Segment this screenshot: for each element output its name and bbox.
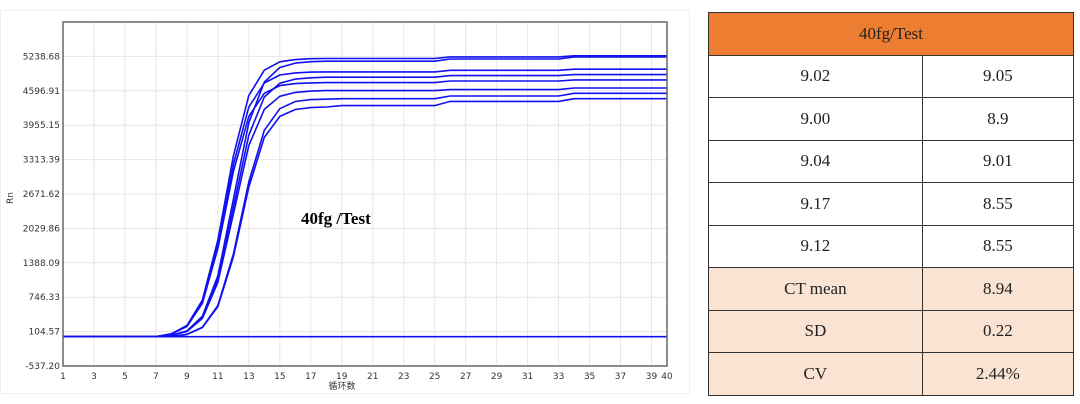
- table-cell: 9.00: [708, 97, 923, 141]
- x-tick-label: 29: [491, 372, 503, 382]
- table-cell: 9.12: [708, 224, 923, 268]
- table-row: 9.17 8.55: [708, 182, 1075, 226]
- table-cell: 9.17: [708, 182, 923, 226]
- x-tick-label: 7: [153, 372, 159, 382]
- x-tick-label: 5: [122, 372, 128, 382]
- amplification-chart-panel: 1 3 5 7 9 11 13 15 17 19 21 23 25 27 29 31 33 35 37 39 40 -5…: [0, 10, 690, 394]
- stat-label: CV: [708, 352, 923, 396]
- y-tick-label: 5238.68: [23, 52, 60, 62]
- x-axis-label: 循环数: [328, 380, 355, 392]
- table-row: 9.00 8.9: [708, 97, 1075, 141]
- x-tick-label: 3: [91, 372, 97, 382]
- x-tick-label: 21: [367, 372, 378, 382]
- y-tick-label: 3955.15: [23, 121, 60, 131]
- y-tick-label: 4596.91: [23, 87, 60, 97]
- amplification-curve-8: [63, 68, 667, 338]
- x-tick-label: 35: [584, 372, 595, 382]
- x-tick-label: 31: [522, 372, 533, 382]
- x-tick-label: 33: [553, 372, 564, 382]
- stat-label: CT mean: [708, 267, 923, 311]
- table-cell: 8.55: [921, 182, 1075, 226]
- stat-label: SD: [708, 309, 923, 353]
- stat-row-cv: CV 2.44%: [708, 352, 1075, 396]
- x-tick-label: 27: [460, 372, 471, 382]
- x-tick-label: 15: [274, 372, 285, 382]
- stat-row-sd: SD 0.22: [708, 309, 1075, 353]
- x-tick-label: 17: [305, 372, 316, 382]
- x-tick-label: 39: [646, 372, 658, 382]
- chart-annotation: 40fg /Test: [301, 209, 371, 228]
- stat-value: 8.94: [921, 267, 1075, 311]
- x-tick-label: 25: [429, 372, 440, 382]
- table-row: 9.12 8.55: [708, 224, 1075, 268]
- table-header: 40fg/Test: [708, 12, 1074, 56]
- table-cell: 8.55: [921, 224, 1075, 268]
- stat-value: 2.44%: [921, 352, 1075, 396]
- y-axis-label: Rn: [6, 192, 16, 204]
- table-cell: 9.04: [708, 139, 923, 183]
- x-tick-label: 1: [60, 372, 66, 382]
- table-cell: 9.01: [921, 139, 1075, 183]
- y-tick-label: 3313.39: [23, 156, 60, 166]
- grid: [62, 22, 668, 367]
- y-axis-ticks: -537.20 104.57 746.33 1388.09 2029.86 2671.62…: [23, 52, 60, 372]
- x-tick-label: 11: [212, 372, 223, 382]
- y-tick-label: -537.20: [25, 362, 60, 372]
- y-tick-label: 2029.86: [23, 224, 60, 234]
- y-tick-label: 746.33: [29, 293, 61, 303]
- x-tick-label: 23: [398, 372, 409, 382]
- table-row: 9.02 9.05: [708, 54, 1075, 98]
- table-cell: 9.05: [921, 54, 1075, 98]
- x-tick-label: 37: [615, 372, 626, 382]
- x-tick-label: 40: [661, 372, 673, 382]
- x-tick-label: 9: [184, 372, 190, 382]
- plot-frame: [62, 21, 668, 367]
- stat-row-ct-mean: CT mean 8.94: [708, 267, 1075, 311]
- amplification-chart: 1 3 5 7 9 11 13 15 17 19 21 23 25 27 29 31 33 35 37 39 40 -5…: [6, 21, 673, 392]
- x-tick-label: 13: [243, 372, 254, 382]
- y-tick-label: 2671.62: [23, 190, 60, 200]
- table-cell: 8.9: [921, 97, 1075, 141]
- y-tick-label: 104.57: [29, 328, 61, 338]
- y-tick-label: 1388.09: [23, 259, 60, 269]
- stat-value: 0.22: [921, 309, 1075, 353]
- table-cell: 9.02: [708, 54, 923, 98]
- x-axis-ticks: 1 3 5 7 9 11 13 15 17 19 21 23 25 27 29 31 33 35 37 39 40: [60, 372, 673, 382]
- table-row: 9.04 9.01: [708, 139, 1075, 183]
- amplification-curves: [63, 55, 667, 338]
- ct-value-table: 40fg/Test 9.02 9.05 9.00 8.9 9.04 9.01 9.17…: [708, 12, 1075, 396]
- x-tick-label: 19: [336, 372, 348, 382]
